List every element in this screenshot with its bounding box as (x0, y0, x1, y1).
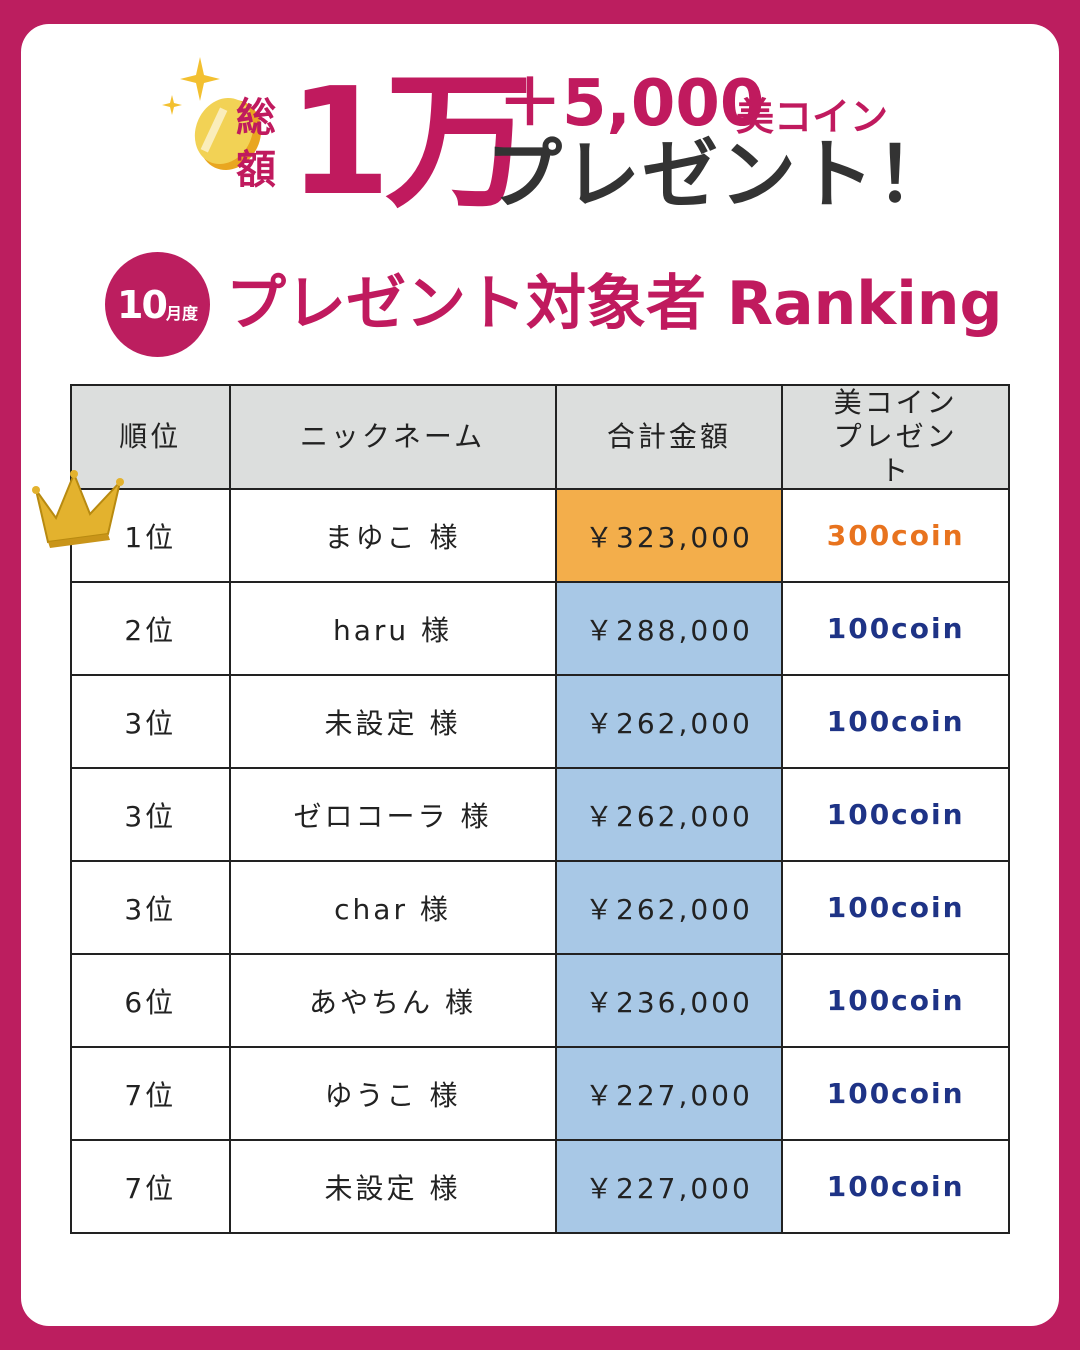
nickname-cell: haru 様 (228, 581, 557, 676)
month-badge: 10 月度 (105, 252, 210, 357)
crown-icon (32, 470, 124, 548)
nickname-cell: まゆこ 様 (228, 488, 557, 583)
table-row: 3位 char 様 ￥262,000 100coin (70, 860, 1010, 955)
rank-cell: 7位 (70, 1046, 231, 1141)
nickname-cell: ゆうこ 様 (228, 1046, 557, 1141)
coin-cell: 100coin (781, 1046, 1010, 1141)
coin-cell: 100coin (781, 581, 1010, 676)
month-number: 10 (117, 282, 168, 327)
table-row: 6位 あやちん 様 ￥236,000 100coin (70, 953, 1010, 1048)
coin-cell: 100coin (781, 953, 1010, 1048)
header-coins: 美コインプレゼント (781, 384, 1010, 490)
amount-cell: ￥323,000 (554, 488, 784, 583)
rank-cell: 3位 (70, 860, 231, 955)
amount-cell: ￥227,000 (554, 1139, 784, 1234)
table-row: 7位 ゆうこ 様 ￥227,000 100coin (70, 1046, 1010, 1141)
rank-cell: 7位 (70, 1139, 231, 1234)
coin-cell: 100coin (781, 860, 1010, 955)
table-row: 3位 未設定 様 ￥262,000 100coin (70, 674, 1010, 769)
amount-cell: ￥288,000 (554, 581, 784, 676)
nickname-cell: char 様 (228, 860, 557, 955)
plus-amount: ＋5,000 (498, 67, 765, 141)
coin-cell: 100coin (781, 1139, 1010, 1234)
header-coins-label: 美コインプレゼント (833, 386, 958, 487)
amount-cell: ￥227,000 (554, 1046, 784, 1141)
amount-cell: ￥236,000 (554, 953, 784, 1048)
amount-cell: ￥262,000 (554, 674, 784, 769)
present-text: プレゼント！ (486, 130, 954, 219)
coin-unit: 美コイン (736, 95, 889, 139)
amount-cell: ￥262,000 (554, 767, 784, 862)
ranking-table: 順位 ニックネーム 合計金額 美コインプレゼント 1位 まゆこ 様 ￥323,0… (70, 384, 1010, 1234)
nickname-cell: 未設定 様 (228, 674, 557, 769)
amount-cell: ￥262,000 (554, 860, 784, 955)
rank-cell: 2位 (70, 581, 231, 676)
table-row: 2位 haru 様 ￥288,000 100coin (70, 581, 1010, 676)
amount-big: 1万 (288, 56, 533, 228)
coin-cell: 300coin (781, 488, 1010, 583)
coin-cell: 100coin (781, 674, 1010, 769)
rank-cell: 3位 (70, 674, 231, 769)
header-total: 合計金額 (554, 384, 784, 490)
header-nickname: ニックネーム (228, 384, 557, 490)
total-label: 総額 (236, 95, 276, 193)
table-row: 1位 まゆこ 様 ￥323,000 300coin (70, 488, 1010, 583)
month-suffix: 月度 (165, 303, 198, 323)
nickname-cell: ゼロコーラ 様 (228, 767, 557, 862)
table-row: 7位 未設定 様 ￥227,000 100coin (70, 1139, 1010, 1234)
nickname-cell: あやちん 様 (228, 953, 557, 1048)
coin-sparkle-icon (162, 57, 262, 171)
rank-cell: 3位 (70, 767, 231, 862)
table-header-row: 順位 ニックネーム 合計金額 美コインプレゼント (70, 384, 1010, 490)
rank-cell: 6位 (70, 953, 231, 1048)
coin-cell: 100coin (781, 767, 1010, 862)
header-rank: 順位 (70, 384, 231, 490)
ranking-title: プレゼント対象者 Ranking (226, 269, 1003, 339)
table-row: 3位 ゼロコーラ 様 ￥262,000 100coin (70, 767, 1010, 862)
nickname-cell: 未設定 様 (228, 1139, 557, 1234)
